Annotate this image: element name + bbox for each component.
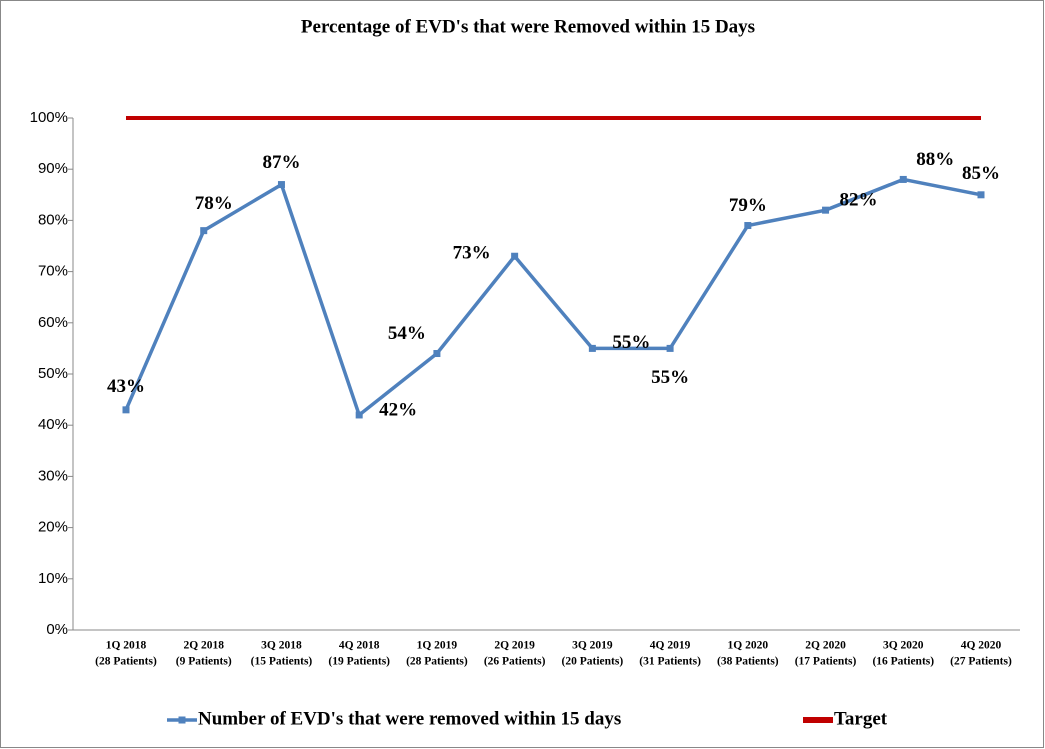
data-label: 55% (612, 332, 650, 353)
data-label: 79% (729, 195, 767, 216)
y-tick-label: 100% (30, 109, 68, 126)
x-tick-label: 4Q 2020 (961, 640, 1002, 652)
y-tick-label: 30% (38, 467, 68, 484)
data-point (977, 191, 985, 199)
data-point (511, 252, 519, 260)
data-point (588, 344, 596, 352)
x-tick-label: (20 Patients) (562, 656, 624, 668)
y-tick-label: 60% (38, 314, 68, 331)
data-point (744, 222, 752, 230)
y-tick-label: 70% (38, 263, 68, 280)
x-tick-label: 3Q 2019 (572, 640, 613, 652)
data-line (124, 177, 982, 418)
x-tick-label: 2Q 2020 (805, 640, 846, 652)
x-tick-label: (19 Patients) (328, 656, 390, 668)
x-tick-label: (26 Patients) (484, 656, 546, 668)
data-point (666, 344, 674, 352)
y-tick-label: 10% (38, 570, 68, 587)
legend-label: Target (834, 708, 888, 729)
data-point (355, 411, 363, 419)
x-tick-label: 2Q 2018 (183, 640, 224, 652)
x-tick-label: (27 Patients) (950, 656, 1012, 668)
y-tick-label: 90% (38, 160, 68, 177)
x-tick-label: (15 Patients) (251, 656, 313, 668)
x-tick-label: 3Q 2020 (883, 640, 924, 652)
x-tick-label: 3Q 2018 (261, 640, 302, 652)
x-tick-label: (28 Patients) (406, 656, 468, 668)
x-tick-label: 1Q 2019 (417, 640, 458, 652)
data-label: 43% (107, 376, 145, 397)
legend-marker (178, 716, 186, 724)
chart-title: Percentage of EVD's that were Removed wi… (301, 16, 755, 37)
data-label: 55% (651, 367, 689, 388)
x-tick-label: 1Q 2020 (728, 640, 769, 652)
x-tick-label: 4Q 2019 (650, 640, 691, 652)
legend-label: Number of EVD's that were removed within… (198, 708, 621, 729)
data-label: 54% (388, 323, 426, 344)
data-label: 85% (962, 163, 1000, 184)
y-tick-label: 50% (38, 365, 68, 382)
data-label: 42% (379, 399, 417, 420)
x-tick-label: (17 Patients) (795, 656, 857, 668)
x-tick-label: (16 Patients) (872, 656, 934, 668)
x-tick-label: 2Q 2019 (494, 640, 535, 652)
y-tick-label: 0% (46, 621, 68, 638)
x-tick-label: 1Q 2018 (106, 640, 147, 652)
data-label: 82% (840, 190, 878, 211)
data-label: 88% (916, 149, 954, 170)
x-tick-label: (9 Patients) (176, 656, 232, 668)
data-point (277, 181, 285, 189)
x-tick-label: (38 Patients) (717, 656, 779, 668)
data-label: 73% (453, 243, 491, 264)
data-point (433, 350, 441, 358)
x-tick-label: (28 Patients) (95, 656, 157, 668)
data-point (122, 406, 130, 414)
y-tick-label: 80% (38, 211, 68, 228)
y-tick-label: 20% (38, 519, 68, 536)
data-point (200, 227, 208, 235)
data-label: 78% (195, 193, 233, 214)
data-label: 87% (262, 152, 300, 173)
data-point (822, 206, 830, 214)
y-tick-label: 40% (38, 416, 68, 433)
x-tick-label: 4Q 2018 (339, 640, 380, 652)
data-point (899, 175, 907, 183)
x-tick-label: (31 Patients) (639, 656, 701, 668)
